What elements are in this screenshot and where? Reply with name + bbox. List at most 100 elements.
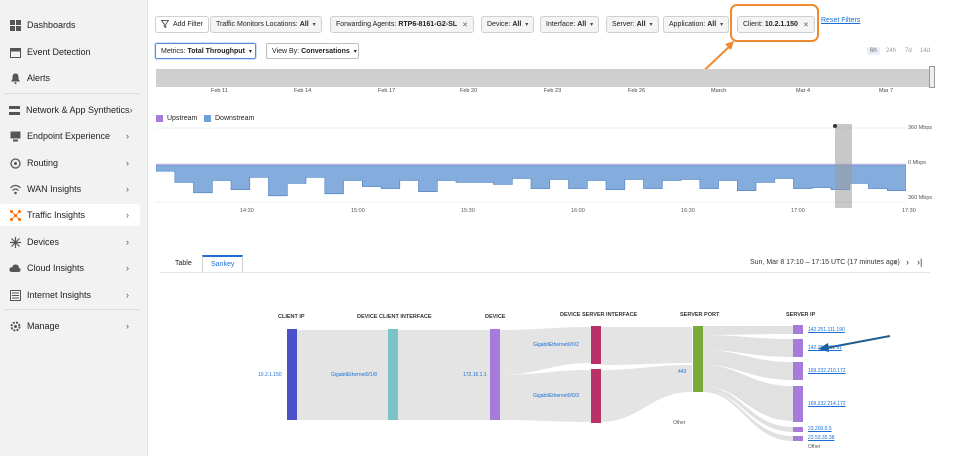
chevron-right-icon: › [126,184,129,194]
sidebar-item-label: Event Detection [27,47,91,57]
chevron-down-icon[interactable]: ▾ [649,22,653,28]
tab-sankey[interactable]: Sankey [202,255,244,272]
legend-upstream[interactable]: Upstream [156,115,197,122]
sankey-node-server-ip[interactable] [793,362,803,380]
legend-swatch [204,115,211,122]
sankey-node-label[interactable]: 443 [678,369,687,375]
sidebar-item-routing[interactable]: Routing › [0,152,140,174]
add-filter-button[interactable]: Add Filter [155,16,209,33]
server-ip-link[interactable]: 23.200.0.5 [808,426,832,432]
view-by-select[interactable]: View By: Conversations ▾ [266,43,359,59]
server-ip-link[interactable]: 142.251.111.91 [808,345,843,351]
sidebar-item-label: Network & App Synthetics [26,105,130,115]
sankey-flow [703,386,793,432]
chip-key: Server: [612,21,635,28]
range-6h[interactable]: 6h [867,47,880,55]
legend-downstream[interactable]: Downstream [204,115,254,122]
sankey-flow [703,335,793,357]
sankey-node-label[interactable]: 10.2.1.150 [258,372,282,378]
chevron-down-icon[interactable]: ▾ [525,22,529,28]
sankey-node-label[interactable]: GigabitEthernet0/1/8 [331,372,377,378]
sidebar-item-endpoint-experience[interactable]: Endpoint Experience › [0,125,140,147]
overview-timeline[interactable] [156,69,932,87]
server-ip-link[interactable]: 142.251.111.190 [808,327,845,333]
sankey-node-device[interactable] [490,329,500,420]
timeline-tick: March [711,88,727,94]
sankey-diagram[interactable] [250,300,900,456]
range-7d[interactable]: 7d [905,48,912,54]
filter-chip-application[interactable]: Application: All ▾ [663,16,730,33]
sankey-flow [703,326,793,335]
sidebar-item-internet-insights[interactable]: Internet Insights › [0,284,140,306]
sankey-node-server-port[interactable] [693,326,703,392]
close-icon[interactable]: ✕ [802,21,809,29]
sankey-node-server-ip[interactable] [793,386,803,422]
sankey-node-server-interface[interactable] [591,369,601,423]
cloud-icon [9,262,21,274]
traffic-icon [9,209,21,221]
sankey-node-label[interactable]: Other [673,420,686,426]
sankey-flow [500,327,591,375]
sidebar-item-event-detection[interactable]: Event Detection [0,41,140,63]
sankey-node-server-ip[interactable] [793,436,803,441]
x-tick-label: 17:00 [791,208,805,214]
chevron-down-icon[interactable]: ▾ [590,22,594,28]
sidebar-item-cloud-insights[interactable]: Cloud Insights › [0,257,140,279]
sidebar-item-wan-insights[interactable]: WAN Insights › [0,178,140,200]
sankey-node-label[interactable]: GigabitEthernet0/0/2 [533,342,579,348]
sidebar-item-label: Manage [27,321,60,331]
sankey-flow [703,390,793,441]
filter-chip-client[interactable]: Client: 10.2.1.150 ✕ [737,16,815,33]
sankey-node-server-ip[interactable] [793,325,803,334]
server-ip-link[interactable]: 169.232.210.172 [808,368,846,374]
sidebar-item-alerts[interactable]: Alerts [0,67,140,89]
sankey-column-header: SERVER PORT [680,312,720,318]
filter-chip-server[interactable]: Server: All ▾ [606,16,659,33]
chevron-right-icon: › [126,131,129,141]
metrics-value: Total Throughput [187,47,245,55]
sidebar-item-dashboards[interactable]: Dashboards [0,14,140,36]
sankey-flow [601,327,692,365]
range-14d[interactable]: 14d [920,48,931,54]
downstream-area [156,164,906,197]
chip-value: All [512,21,522,28]
timeline-handle[interactable] [929,66,935,88]
throughput-chart[interactable] [156,124,906,214]
next-icon[interactable]: › [906,257,909,267]
tab-table[interactable]: Table [175,260,192,267]
sankey-node-label[interactable]: GigabitEthernet0/0/3 [533,393,579,399]
server-ip-link[interactable]: 23.53.35.38 [808,435,835,441]
sankey-node-client-ip[interactable] [287,329,297,420]
range-24h[interactable]: 24h [886,48,897,54]
timeline-tick: Mar 4 [796,88,811,94]
sankey-flow [297,330,390,420]
filter-chip-forwarding-agents[interactable]: Forwarding Agents: RTP6-8161-G2-SL ✕ [330,16,474,33]
filter-chip-device[interactable]: Device: All ▾ [481,16,535,33]
server-ip-link[interactable]: 169.232.214.172 [808,401,846,407]
sidebar-item-devices[interactable]: Devices › [0,231,140,253]
sidebar-item-manage[interactable]: Manage › [0,315,140,337]
close-icon[interactable]: ✕ [462,21,468,29]
metrics-select[interactable]: Metrics: Total Throughput ▾ [155,43,256,59]
sidebar-item-network-app-synthetics[interactable]: Network & App Synthetics › [0,99,140,121]
chevron-right-icon: › [126,321,129,331]
y-tick-label: 0 Mbps [908,160,927,166]
sankey-node-server-interface[interactable] [591,326,601,364]
filter-chip-interface[interactable]: Interface: All ▾ [540,16,600,33]
server-ip-link[interactable]: Other [808,444,821,450]
timeline-tick: Feb 20 [460,88,478,94]
sankey-node-server-ip[interactable] [793,427,803,432]
sankey-node-label[interactable]: 172.16.1.1 [463,372,487,378]
prev-icon[interactable]: ‹ [894,257,897,267]
time-range-label: Sun, Mar 8 17:10 – 17:15 UTC (17 minutes… [750,259,900,266]
chevron-down-icon[interactable]: ▾ [312,22,316,28]
sankey-column-header: SERVER IP [786,312,816,318]
last-page-icon[interactable]: ›| [917,257,923,267]
x-tick-label: 15:30 [461,208,475,214]
filter-chip-traffic-monitors[interactable]: Traffic Monitors Locations: All ▾ [210,16,322,33]
sidebar-item-traffic-insights[interactable]: Traffic Insights › [0,204,140,226]
sankey-node-client-interface[interactable] [388,329,398,420]
chevron-down-icon[interactable]: ▾ [720,22,724,28]
sankey-node-server-ip[interactable] [793,339,803,357]
reset-filters-link[interactable]: Reset Filters [821,17,861,24]
